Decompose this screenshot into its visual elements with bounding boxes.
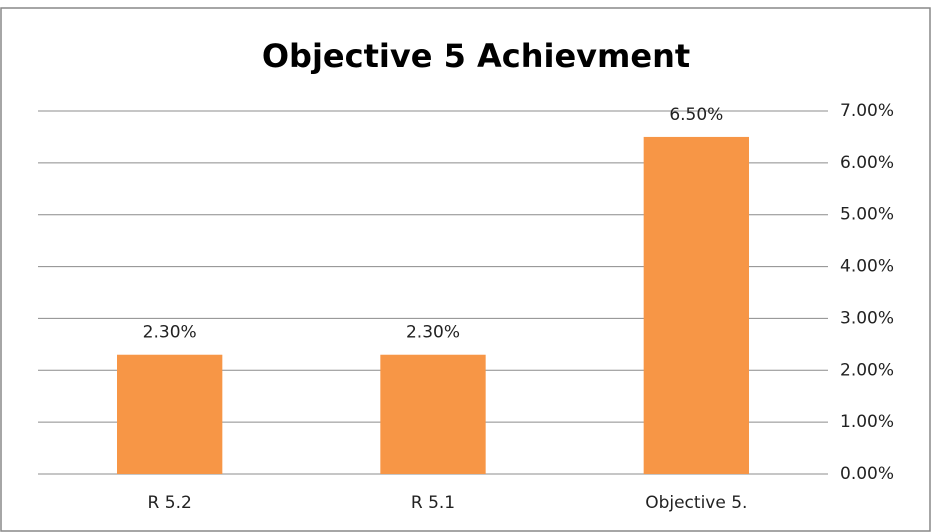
y-tick-label: 4.00%: [840, 257, 894, 277]
y-tick-label: 3.00%: [840, 308, 894, 328]
y-tick-label: 2.00%: [840, 360, 894, 380]
chart-title: Objective 5 Achievment: [262, 37, 690, 75]
x-tick-label: Objective 5.: [645, 493, 747, 513]
bar: [117, 354, 223, 474]
bar: [380, 354, 486, 474]
x-tick-label: R 5.2: [148, 493, 192, 513]
x-tick-label: R 5.1: [411, 493, 455, 513]
value-label: 6.50%: [669, 105, 723, 125]
y-tick-label: 5.00%: [840, 205, 894, 225]
bar: [643, 136, 749, 474]
y-tick-label: 6.00%: [840, 153, 894, 173]
y-tick-label: 1.00%: [840, 412, 894, 432]
value-label: 2.30%: [143, 323, 197, 343]
y-tick-label: 0.00%: [840, 464, 894, 484]
y-tick-label: 7.00%: [840, 101, 894, 121]
value-label: 2.30%: [406, 323, 460, 343]
